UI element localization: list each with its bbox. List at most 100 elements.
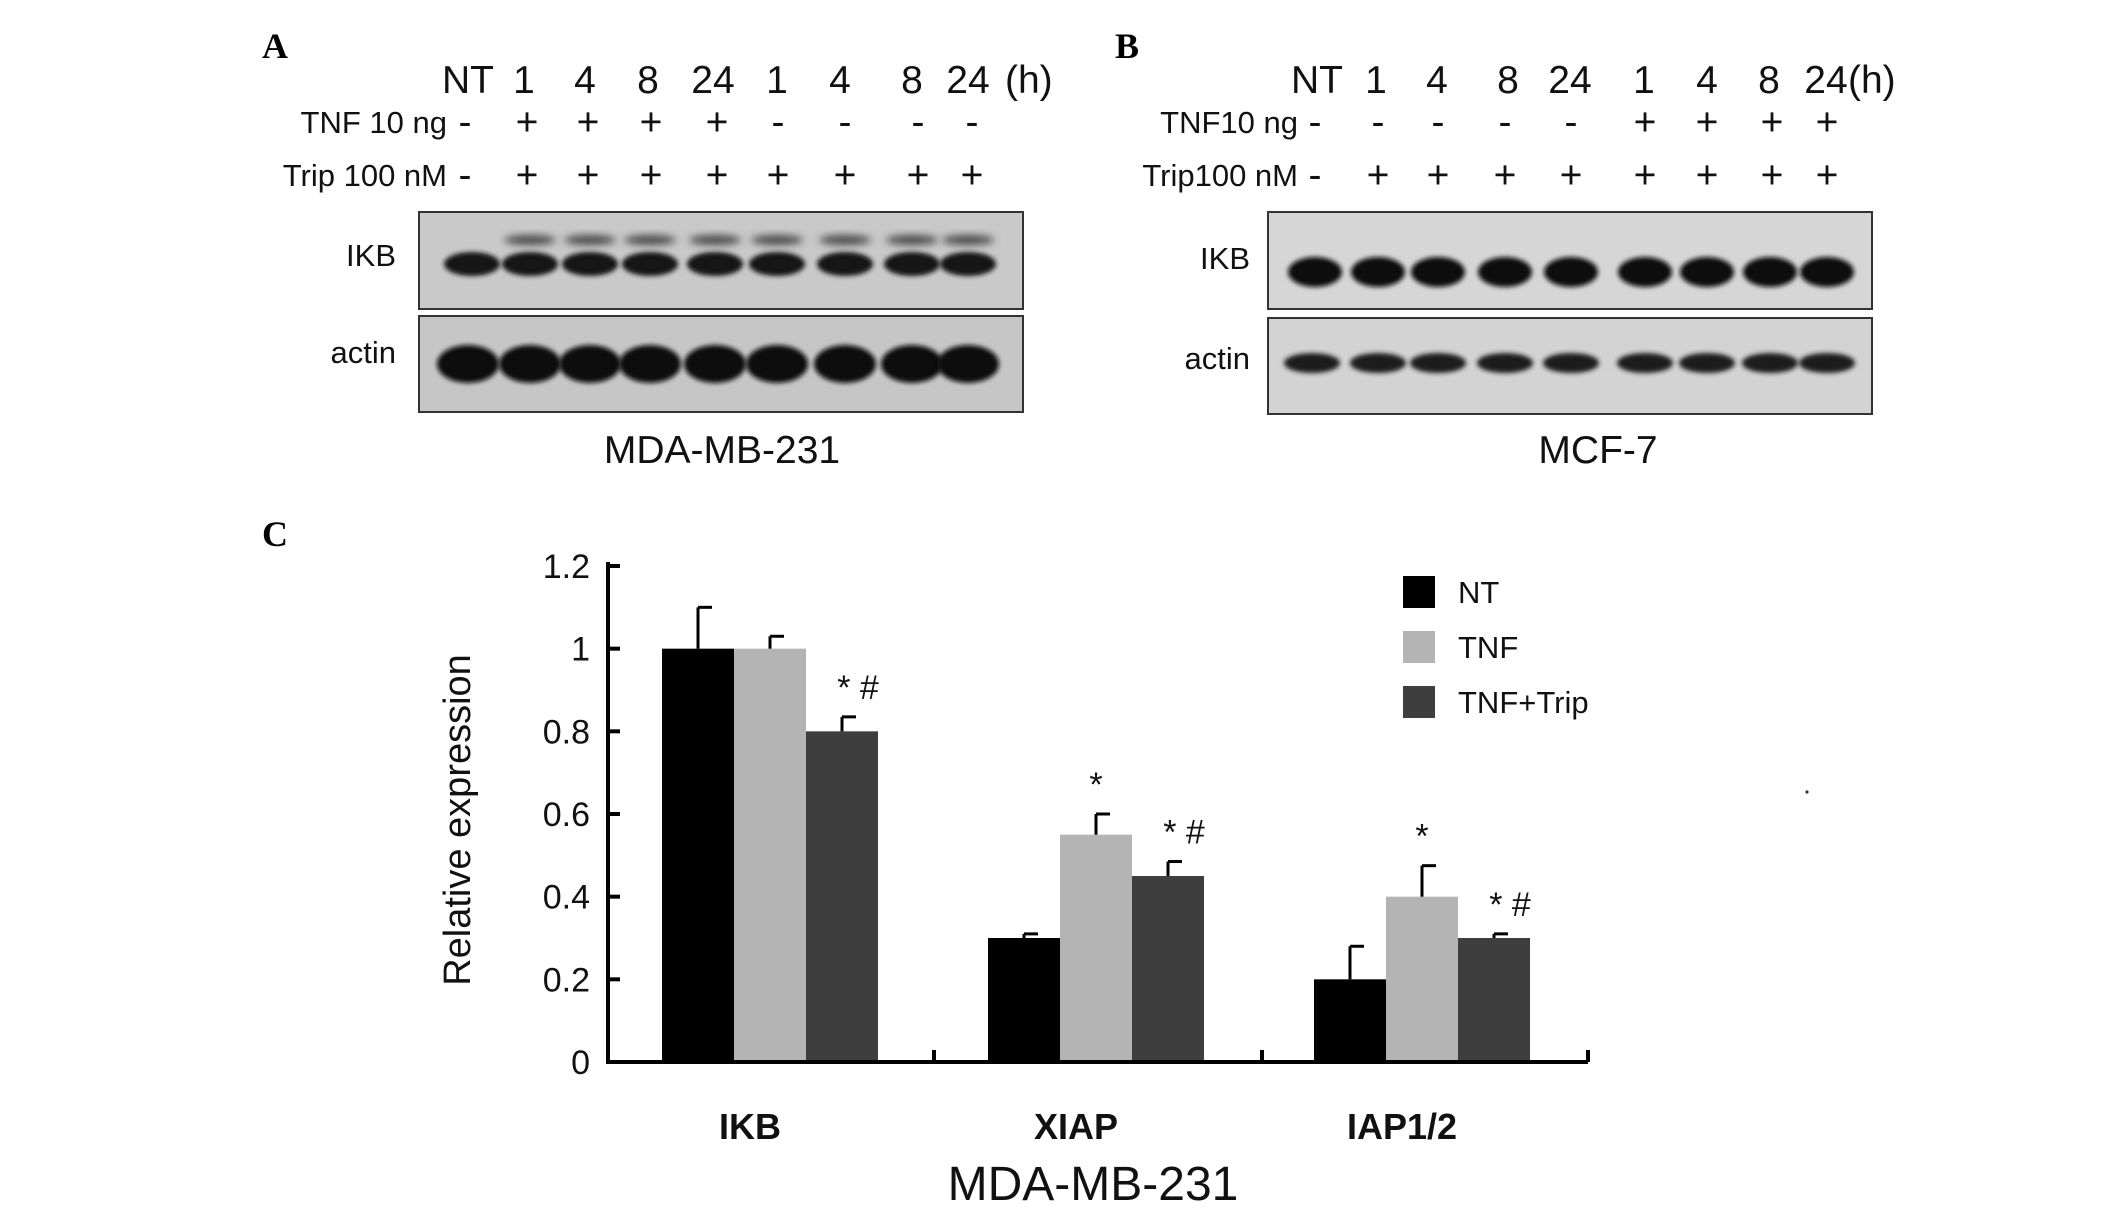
blot-band [1800,257,1854,287]
bar-tnf-trip-ikb [806,731,878,1062]
blot-band [937,345,999,383]
y-tick-label: 1.2 [543,548,590,586]
blot-band [940,252,996,276]
plus-sign: + [1696,101,1719,144]
blot-band [622,252,678,276]
blot-band [444,252,500,276]
blot-band [624,235,676,245]
blot-band [1743,257,1797,287]
minus-sign: - [1309,101,1322,144]
time-label: 1 [1633,59,1655,102]
plus-sign: + [961,154,984,197]
x-category-labels: IKB XIAP IAP1/2 [719,1106,1457,1147]
plus-sign: + [706,101,729,144]
bars [662,648,1530,1062]
time-label: NT [1291,59,1343,102]
panel-b-time-labels: NT 1 4 8 24 1 4 8 24 (h) [1291,59,1896,102]
plus-sign: + [1634,101,1657,144]
y-tick-label: 0.8 [543,713,590,751]
cell-line-b: MCF-7 [1538,429,1657,472]
legend-label: TNF+Trip [1458,685,1589,720]
bar-tnf-ikb [734,648,806,1062]
blot-band [1799,353,1855,373]
minus-sign: - [1565,101,1578,144]
time-unit: (h) [1005,59,1053,102]
plus-sign: + [1367,154,1390,197]
blot-band [1617,353,1673,373]
blot-band [819,235,871,245]
time-label: 8 [901,59,923,102]
y-tick-label: 1 [571,631,590,669]
time-label: 24 [946,59,989,102]
significance-mark: * [1415,818,1428,856]
minus-sign: - [839,101,852,144]
legend-swatch [1403,686,1435,718]
plus-sign: + [1761,101,1784,144]
time-label: 4 [1426,59,1448,102]
legend-swatch [1403,631,1435,663]
legend: NT TNF TNF+Trip [1403,575,1589,720]
x-category-label: IKB [719,1106,781,1147]
blot-band [437,345,499,383]
blot-band [687,252,743,276]
blot-band [504,235,556,245]
row-label-tnf: TNF10 ng [1160,105,1298,140]
blot-band [562,252,618,276]
time-label: 8 [1497,59,1519,102]
panel-letter-a: A [262,26,288,66]
blot-label-actin-b: actin [1185,341,1250,376]
plus-sign: + [1816,154,1839,197]
plus-sign: + [516,154,539,197]
plus-sign: + [577,101,600,144]
time-unit: (h) [1848,59,1896,102]
y-axis-title: Relative expression [437,654,479,986]
x-axis-title: MDA-MB-231 [948,1158,1239,1211]
row-label-trip: Trip 100 nM [283,158,447,193]
blot-band [814,345,876,383]
plus-sign: + [1494,154,1517,197]
blot-band [684,345,746,383]
blot-band [619,345,681,383]
time-label: 4 [574,59,596,102]
row-label-tnf: TNF 10 ng [301,105,447,140]
plus-sign: + [640,101,663,144]
significance-mark: * # [837,669,879,707]
significance-marks: * # * * # * * # [837,669,1531,924]
blot-band [749,252,805,276]
blot-band [1350,353,1406,373]
time-label: 1 [513,59,535,102]
time-label: 24 [1804,59,1847,102]
blot-band [1679,353,1735,373]
blot-band [884,252,940,276]
bar-tnf-iap1-2 [1386,896,1458,1062]
bar-nt-ikb [662,648,734,1062]
blot-band [1411,257,1465,287]
plus-sign: + [834,154,857,197]
y-tick-labels: 0 0.2 0.4 0.6 0.8 1 1.2 [543,548,590,1082]
bands-ikb-b [1288,257,1854,287]
legend-label: NT [1458,575,1499,610]
bar-chart: * # * * # * * # 0 0.2 0.4 0.6 0.8 1 1.2 IKB XIAP IAP… [437,548,1590,1211]
x-category-label: IAP1/2 [1347,1106,1457,1147]
blot-label-actin-a: actin [331,335,396,370]
minus-sign: - [459,154,472,197]
minus-sign: - [1309,154,1322,197]
blot-band [746,345,808,383]
bar-nt-iap1-2 [1314,979,1386,1062]
panel-a-time-labels: NT 1 4 8 24 1 4 8 24 (h) [442,59,1053,102]
plus-sign: + [1560,154,1583,197]
legend-label: TNF [1458,630,1518,665]
legend-swatch [1403,576,1435,608]
bands-actin-a [437,345,999,383]
blot-band [1351,257,1405,287]
plus-sign: + [1816,101,1839,144]
minus-sign: - [912,101,925,144]
time-label: 1 [766,59,788,102]
plus-sign: + [1761,154,1784,197]
time-label: 4 [1696,59,1718,102]
time-label: 24 [691,59,734,102]
significance-mark: * [1089,766,1102,804]
blot-band [942,235,994,245]
plus-sign: + [640,154,663,197]
plus-sign: + [577,154,600,197]
